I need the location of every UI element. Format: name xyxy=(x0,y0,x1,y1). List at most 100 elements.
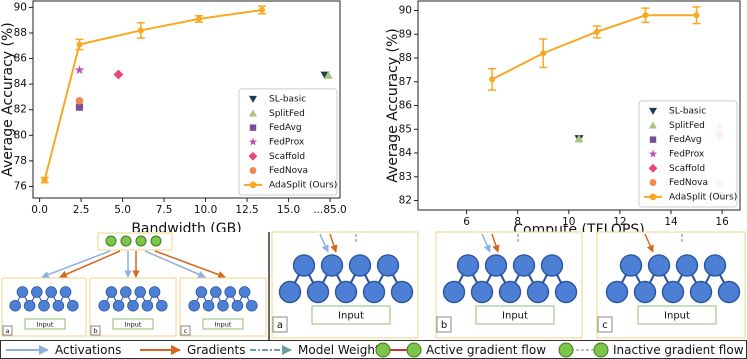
x-tick-label: 0.0 xyxy=(31,204,48,216)
subpanel xyxy=(89,277,177,337)
input-label: Input xyxy=(37,321,54,329)
legend-label: AdaSplit (Ours) xyxy=(269,180,337,190)
y-tick-label: 82 xyxy=(14,104,27,116)
legend-label: Model Weights xyxy=(298,343,386,357)
marker xyxy=(75,96,84,105)
marker xyxy=(642,12,649,19)
y-tick-label: 90 xyxy=(14,1,27,13)
subpanel xyxy=(179,277,267,337)
marker xyxy=(195,15,202,22)
input-box xyxy=(637,305,717,325)
marker xyxy=(75,103,84,111)
marker xyxy=(41,177,48,184)
y-tick-label: 80 xyxy=(14,129,27,141)
series-line xyxy=(43,8,263,181)
legend-label: Gradients xyxy=(187,343,245,357)
panel-arrows xyxy=(319,233,683,253)
server-nodes xyxy=(105,235,162,247)
legend-marker xyxy=(248,137,258,146)
legend-marker xyxy=(249,109,257,117)
panel-label: c xyxy=(602,320,608,331)
panel-tag xyxy=(597,316,613,333)
legend-label: FedProx xyxy=(269,137,305,147)
legend-marker xyxy=(249,95,257,103)
y-tick-label: 90 xyxy=(399,5,412,17)
marker xyxy=(593,28,600,35)
legend-label: FedNova xyxy=(269,166,308,176)
x-tick-label: 10 xyxy=(562,216,575,228)
y-tick-label: 85 xyxy=(399,123,412,135)
legend-node xyxy=(375,342,391,358)
y-tick-label: 82 xyxy=(399,195,412,207)
input-box xyxy=(311,305,391,325)
legend-marker xyxy=(248,151,258,161)
marker xyxy=(693,12,700,19)
x-tick-label: 12 xyxy=(613,216,626,228)
marker xyxy=(74,65,85,75)
legend-node xyxy=(406,342,422,358)
panel-label: c xyxy=(184,327,188,335)
legend-box xyxy=(238,88,338,196)
legend-label: FedAvg xyxy=(269,123,302,133)
panel xyxy=(435,231,583,339)
panel-tag xyxy=(90,325,101,336)
legend-label: FedProx xyxy=(669,149,705,159)
y-tick-label: 84 xyxy=(399,147,413,159)
panel-label: a xyxy=(277,320,283,331)
y-tick-label: 86 xyxy=(14,53,28,65)
y-tick-label: 78 xyxy=(14,155,27,167)
y-tick-label: 88 xyxy=(14,27,27,39)
legend-label: SplitFed xyxy=(269,109,305,119)
legend-marker xyxy=(249,181,257,189)
legend-node xyxy=(593,342,609,358)
legend-label: Scaffold xyxy=(269,152,305,162)
marker xyxy=(137,27,144,34)
legend-marker xyxy=(649,121,657,129)
panel-tag xyxy=(436,316,452,333)
y-axis-label: Average Accuracy (%) xyxy=(385,28,401,183)
legend-marker xyxy=(649,107,657,115)
y-tick-label: 87 xyxy=(399,76,412,88)
legend-label: SL-basic xyxy=(269,95,306,105)
input-box xyxy=(475,305,555,325)
panel1-arrows xyxy=(41,250,226,279)
input-label: Input xyxy=(125,321,142,329)
legend-marker xyxy=(648,163,658,173)
x-tick-label: 6 xyxy=(463,216,470,228)
panel-tag xyxy=(272,316,288,333)
legend-label: AdaSplit (Ours) xyxy=(669,192,737,202)
input-label: Input xyxy=(502,311,528,322)
y-tick-label: 76 xyxy=(14,180,28,192)
marker xyxy=(76,41,83,48)
y-tick-label: 83 xyxy=(399,171,412,183)
legend-label: SL-basic xyxy=(669,107,706,117)
x-tick-label: 16 xyxy=(715,216,729,228)
input-label: Input xyxy=(664,311,690,322)
series-line xyxy=(491,14,697,81)
panel-tag xyxy=(180,325,191,336)
panel xyxy=(271,231,419,339)
y-tick-label: 88 xyxy=(399,52,412,64)
x-tick-label: 10.0 xyxy=(194,204,217,216)
legend-marker xyxy=(648,149,658,158)
x-tick-label: 7.5 xyxy=(156,204,173,216)
legend-label: Inactive gradient flow xyxy=(613,343,744,357)
legend-label: FedNova xyxy=(669,178,708,188)
panel-label: b xyxy=(93,327,97,335)
legend-label: FedAvg xyxy=(669,135,702,145)
legend-marker xyxy=(249,124,257,131)
input-box xyxy=(24,318,66,330)
y-axis-label: Average Accuracy (%) xyxy=(0,22,16,177)
marker xyxy=(113,69,124,80)
legend-label: Active gradient flow xyxy=(426,343,546,357)
y-tick-label: 86 xyxy=(399,100,413,112)
x-tick-label: ...85.0 xyxy=(313,204,346,216)
x-tick-label: 2.5 xyxy=(73,204,90,216)
x-tick-label: 15.0 xyxy=(277,204,300,216)
input-label: Input xyxy=(338,311,364,322)
y-tick-label: 84 xyxy=(14,78,28,90)
plot-frame xyxy=(32,0,341,199)
x-tick-label: 14 xyxy=(664,216,678,228)
marker xyxy=(489,76,496,83)
legend-label: Activations xyxy=(55,343,121,357)
